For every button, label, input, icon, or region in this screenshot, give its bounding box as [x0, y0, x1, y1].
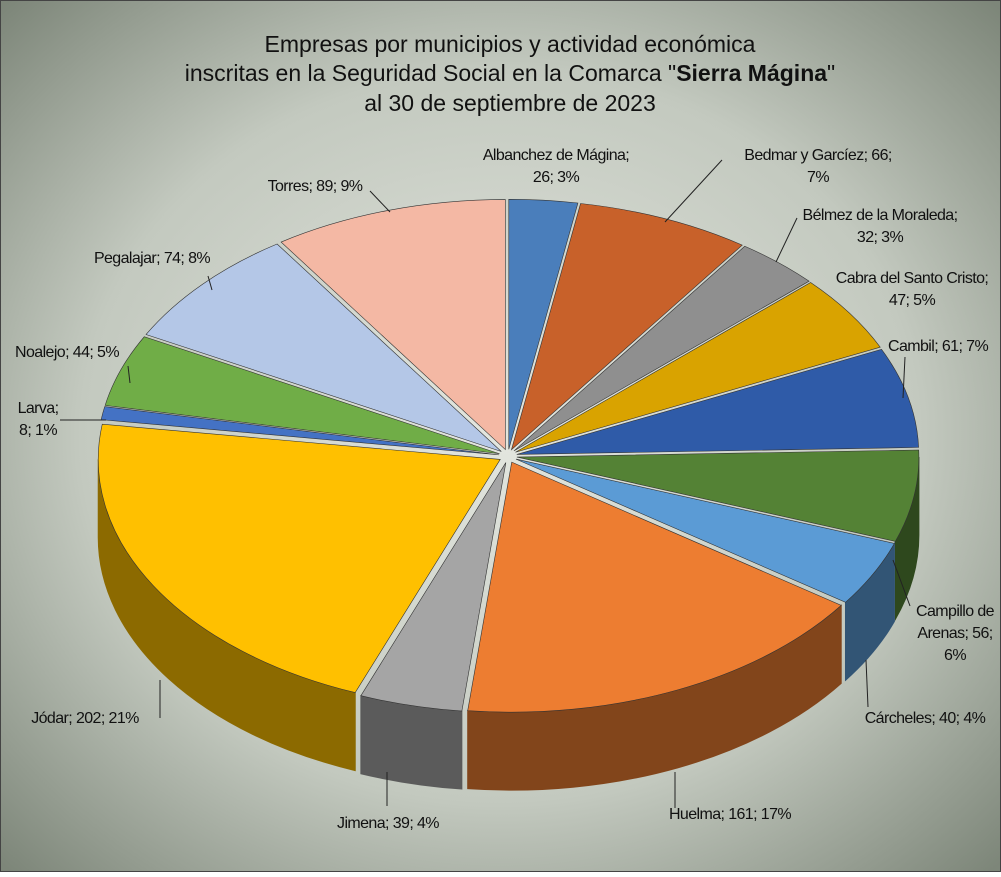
- data-label: Pegalajar; 74; 8%: [94, 250, 210, 267]
- slice: [516, 449, 920, 542]
- slice: [515, 458, 895, 603]
- slice: [510, 203, 743, 451]
- data-label: 26; 3%: [533, 169, 580, 186]
- chart-title: Empresas por municipios y actividad econ…: [265, 31, 756, 57]
- data-label: 7%: [807, 169, 829, 186]
- data-label: 8; 1%: [19, 422, 57, 439]
- leader-line: [775, 217, 798, 263]
- slice: [104, 336, 500, 455]
- slice: [467, 461, 842, 713]
- data-label: Bedmar y Garcíez; 66;: [744, 147, 892, 164]
- title-part: inscritas en la Seguridad Social en la C…: [185, 60, 676, 86]
- slice: [360, 462, 507, 712]
- leader-line: [865, 659, 869, 708]
- chart-title: al 30 de septiembre de 2023: [364, 90, 656, 116]
- data-labels: Albanchez de Mágina; 26; 3% Bedmar y Garcí…: [15, 147, 995, 832]
- chart-title: inscritas en la Seguridad Social en la C…: [185, 60, 835, 86]
- leader-line: [369, 190, 391, 213]
- data-label: Jódar; 202; 21%: [31, 710, 139, 727]
- slice: [515, 282, 881, 453]
- data-label: Arenas; 56;: [917, 625, 992, 642]
- leader-line: [207, 275, 213, 291]
- title-emphasis: Sierra Mágina: [676, 60, 827, 86]
- pie-walls: [97, 457, 920, 791]
- slice: [145, 243, 502, 452]
- data-label: Larva;: [18, 400, 59, 417]
- data-label: Cárcheles; 40; 4%: [865, 710, 986, 727]
- data-label: 47; 5%: [889, 292, 936, 309]
- data-label: Jimena; 39; 4%: [337, 815, 439, 832]
- data-label: 6%: [944, 647, 966, 664]
- data-label: Bélmez de la Moraleda;: [803, 207, 958, 224]
- slice: [98, 423, 501, 693]
- slice: [513, 245, 810, 452]
- data-label: Huelma; 161; 17%: [669, 806, 791, 823]
- slice: [516, 349, 919, 455]
- data-label: Torres; 89; 9%: [268, 178, 363, 195]
- slice: [508, 198, 579, 450]
- leader-line: [127, 365, 131, 384]
- data-label: Cabra del Santo Cristo;: [836, 270, 989, 287]
- pie-tops: [98, 198, 920, 713]
- data-label: 32; 3%: [857, 229, 904, 246]
- leader-line: [664, 159, 723, 223]
- data-label: Cambil; 61; 7%: [888, 338, 988, 355]
- leader-line: [892, 559, 911, 607]
- data-label: Noalejo; 44; 5%: [15, 344, 119, 361]
- title-part: ": [827, 60, 835, 86]
- data-label: Campillo de: [916, 603, 995, 620]
- leader-line: [902, 356, 906, 399]
- data-label: Albanchez de Mágina;: [483, 147, 629, 164]
